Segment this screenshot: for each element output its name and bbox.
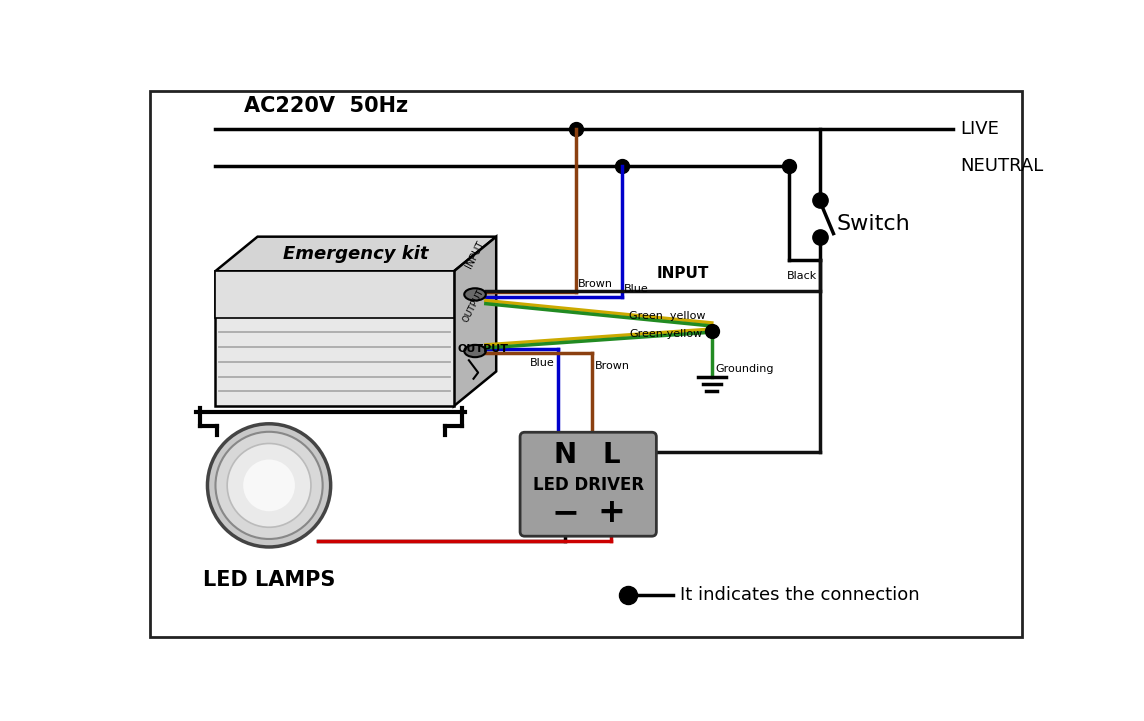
Ellipse shape (464, 288, 486, 301)
Circle shape (228, 443, 311, 527)
Text: Blue: Blue (623, 283, 649, 293)
Ellipse shape (464, 345, 486, 357)
Text: Brown: Brown (578, 279, 613, 289)
Text: L: L (602, 441, 620, 469)
Text: +: + (597, 496, 625, 528)
Polygon shape (215, 236, 496, 271)
Circle shape (207, 424, 331, 547)
Bar (215, 271, 454, 406)
Text: N: N (554, 441, 577, 469)
Text: OUTPUT: OUTPUT (458, 345, 509, 355)
FancyBboxPatch shape (521, 433, 657, 536)
Text: Black: Black (787, 271, 817, 281)
Text: Blue: Blue (530, 358, 555, 368)
Text: INPUT: INPUT (464, 239, 486, 270)
Text: It indicates the connection: It indicates the connection (681, 585, 920, 603)
Polygon shape (454, 236, 496, 406)
Text: −: − (551, 496, 579, 528)
Text: LIVE: LIVE (961, 120, 1000, 138)
Text: Emergency kit: Emergency kit (283, 245, 429, 263)
Circle shape (244, 459, 295, 511)
Text: Grounding: Grounding (716, 363, 774, 373)
Text: LED DRIVER: LED DRIVER (533, 476, 644, 494)
Bar (215, 271, 454, 317)
Text: LED LAMPS: LED LAMPS (202, 570, 335, 590)
Text: Switch: Switch (836, 213, 911, 234)
Text: OUTPUT: OUTPUT (461, 288, 485, 324)
Circle shape (215, 432, 323, 539)
Text: Brown: Brown (595, 361, 629, 371)
Text: NEUTRAL: NEUTRAL (961, 157, 1043, 174)
Text: INPUT: INPUT (657, 266, 709, 281)
Text: AC220V  50Hz: AC220V 50Hz (245, 96, 408, 116)
Text: Green-yellow: Green-yellow (629, 329, 702, 339)
Text: Green  yellow: Green yellow (629, 311, 706, 322)
